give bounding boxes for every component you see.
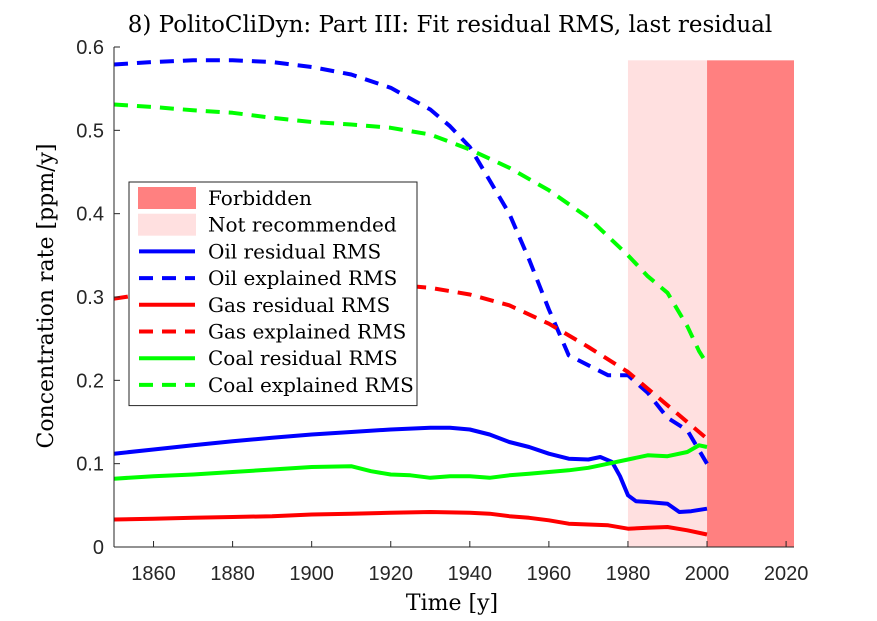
x-tick-label: 1900 (289, 563, 334, 585)
x-axis-label: Time [y] (406, 591, 498, 616)
y-tick-label: 0.3 (76, 287, 104, 309)
legend-swatch-not-recommended (138, 213, 196, 236)
legend-swatch-forbidden (138, 187, 196, 209)
legend-label-coal-explained-rms: Coal explained RMS (208, 373, 414, 397)
series-oil-residual-rms (113, 425, 708, 514)
series-gas-residual-rms (113, 510, 708, 537)
y-tick-label: 0.4 (76, 204, 104, 226)
x-tick-label: 1920 (368, 563, 413, 585)
x-tick-label: 1960 (527, 563, 572, 585)
y-axis-label: Concentration rate [ppm/y] (34, 143, 59, 448)
y-tick-label: 0.6 (76, 37, 104, 59)
y-tick-label: 0.1 (76, 454, 104, 476)
legend-label-not-recommended: Not recommended (208, 213, 397, 237)
x-tick-label: 2020 (764, 563, 809, 585)
legend-label-coal-residual-rms: Coal residual RMS (208, 346, 398, 370)
shaded-regions (627, 60, 794, 547)
x-tick-label: 1860 (131, 563, 176, 585)
legend-label-gas-explained-rms: Gas explained RMS (208, 320, 406, 344)
legend-label-oil-explained-rms: Oil explained RMS (208, 266, 397, 290)
x-tick-label: 2000 (685, 563, 730, 585)
x-tick-label: 1940 (448, 563, 493, 585)
y-tick-label: 0.5 (76, 120, 104, 142)
series-oil-explained-rms (113, 58, 709, 465)
region-forbidden (707, 60, 794, 547)
legend-label-gas-residual-rms: Gas residual RMS (208, 293, 390, 317)
y-tick-label: 0.2 (76, 370, 104, 392)
tick-labels: 1860 1880 1900 1920 1940 1960 1980 2000 2020 0 0.1… (76, 37, 808, 585)
y-tick-label: 0 (93, 537, 104, 559)
legend-label-oil-residual-rms: Oil residual RMS (208, 239, 381, 263)
region-not-recommended (627, 60, 708, 547)
series-coal-explained-rms (113, 102, 709, 365)
chart-title: 8) PolitoCliDyn: Part III: Fit residual … (128, 12, 773, 38)
x-tick-label: 1980 (606, 563, 651, 585)
legend-label-forbidden: Forbidden (208, 186, 312, 210)
series-coal-residual-rms (113, 443, 708, 481)
data-lines (113, 58, 709, 537)
x-tick-label: 1880 (210, 563, 255, 585)
